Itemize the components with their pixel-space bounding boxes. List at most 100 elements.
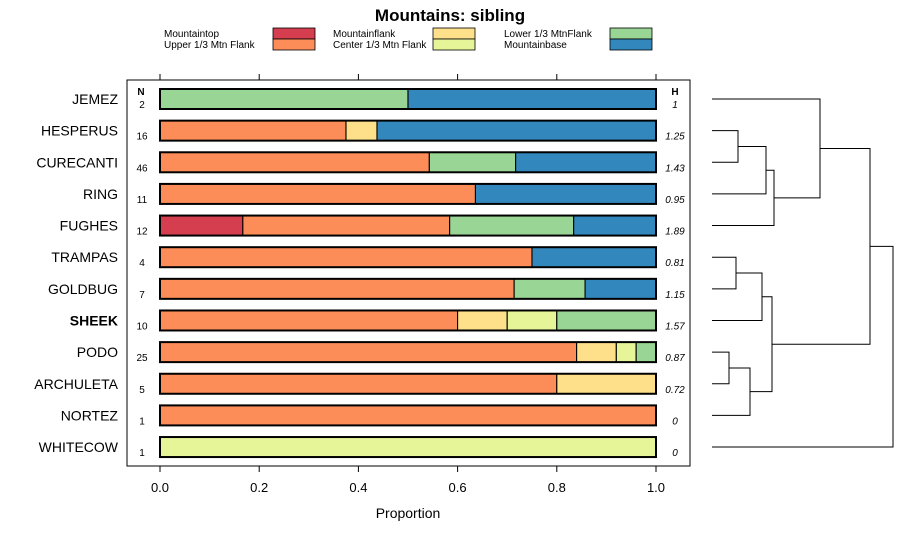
bar-segment-ring-upper-1-3-mtn-flank bbox=[159, 183, 477, 205]
row-label-nortez: NORTEZ bbox=[61, 407, 119, 423]
bar-segment-jemez-lower-1-3-mtnflank bbox=[159, 88, 409, 110]
bar-segment-podo-mountainflank bbox=[576, 341, 617, 363]
bar-segment-sheek-center-1-3-mtn-flank bbox=[506, 309, 558, 332]
bar-outline-goldbug bbox=[159, 277, 657, 300]
bar-segment-podo-upper-1-3-mtn-flank bbox=[159, 341, 578, 363]
h-value-sheek: 1.57 bbox=[665, 321, 685, 332]
n-value-sheek: 10 bbox=[136, 321, 148, 332]
legend-label-mountainbase: Mountainbase bbox=[504, 40, 567, 51]
bar-row-archuleta: ARCHULETA 5 0.72 bbox=[34, 372, 685, 396]
dendrogram-branch bbox=[712, 169, 775, 227]
row-label-fughes: FUGHES bbox=[60, 218, 118, 234]
x-tick-label: 0.0 bbox=[151, 480, 169, 495]
n-value-goldbug: 7 bbox=[139, 290, 145, 301]
bar-row-podo: PODO 25 0.87 bbox=[77, 341, 685, 364]
dendrogram-branch bbox=[712, 367, 751, 416]
bar-segment-fughes-upper-1-3-mtn-flank bbox=[242, 215, 451, 237]
bar-row-sheek: SHEEK 10 1.57 bbox=[70, 309, 685, 332]
x-tick-label: 0.8 bbox=[548, 480, 566, 495]
chart-title: Mountains: sibling bbox=[375, 6, 525, 25]
bar-segment-fughes-mountaintop bbox=[159, 215, 244, 237]
n-value-trampas: 4 bbox=[139, 258, 145, 269]
bar-outline-trampas bbox=[159, 246, 657, 269]
bar-segment-whitecow-center-1-3-mtn-flank bbox=[159, 436, 657, 458]
row-label-ring: RING bbox=[83, 186, 118, 202]
h-value-trampas: 0.81 bbox=[665, 258, 684, 269]
n-value-nortez: 1 bbox=[139, 416, 145, 427]
h-value-jemez: 1 bbox=[672, 100, 678, 111]
bar-outline-ring bbox=[159, 182, 657, 205]
bar-row-goldbug: GOLDBUG 7 1.15 bbox=[48, 277, 685, 301]
bar-segment-ring-mountainbase bbox=[474, 183, 657, 205]
row-label-goldbug: GOLDBUG bbox=[48, 281, 118, 297]
bar-row-ring: RING 11 0.95 bbox=[83, 182, 685, 206]
h-value-hesperus: 1.25 bbox=[665, 132, 685, 143]
dendrogram-branch bbox=[712, 272, 763, 321]
dendrogram-branch bbox=[712, 130, 739, 163]
n-value-fughes: 12 bbox=[136, 227, 148, 238]
row-label-podo: PODO bbox=[77, 344, 118, 360]
bar-segment-goldbug-upper-1-3-mtn-flank bbox=[159, 278, 515, 300]
n-value-jemez: 2 bbox=[139, 100, 145, 111]
bar-row-fughes: FUGHES 12 1.89 bbox=[60, 214, 685, 238]
bar-segment-archuleta-mountainflank bbox=[556, 373, 657, 395]
h-value-whitecow: 0 bbox=[672, 448, 678, 459]
bar-outline-fughes bbox=[159, 214, 657, 237]
bar-segment-nortez-upper-1-3-mtn-flank bbox=[159, 404, 657, 426]
bar-row-nortez: NORTEZ 1 0 bbox=[61, 404, 678, 427]
bar-outline-whitecow bbox=[159, 436, 657, 459]
bar-segment-sheek-upper-1-3-mtn-flank bbox=[159, 309, 459, 332]
legend-swatch-mountainbase bbox=[609, 38, 653, 51]
row-label-whitecow: WHITECOW bbox=[39, 439, 119, 455]
bar-segment-hesperus-upper-1-3-mtn-flank bbox=[159, 120, 347, 142]
legend-swatch-center-1-3-mtn-flank bbox=[432, 38, 476, 51]
plot-frame bbox=[126, 79, 691, 467]
bar-segment-archuleta-upper-1-3-mtn-flank bbox=[159, 373, 558, 395]
bar-outline-nortez bbox=[159, 404, 657, 427]
n-value-curecanti: 46 bbox=[136, 163, 148, 174]
bar-segment-hesperus-mountainflank bbox=[345, 120, 378, 142]
legend-label-mountainflank: Mountainflank bbox=[333, 29, 396, 40]
bar-row-jemez: JEMEZ 2 1 bbox=[72, 88, 678, 111]
h-column-header: H bbox=[671, 87, 678, 98]
bar-outline-sheek bbox=[159, 309, 657, 332]
bar-segment-curecanti-mountainbase bbox=[515, 151, 657, 173]
bar-segment-trampas-upper-1-3-mtn-flank bbox=[159, 246, 533, 268]
legend-label-mountaintop: Mountaintop bbox=[164, 29, 219, 40]
bar-segment-hesperus-mountainbase bbox=[376, 120, 657, 142]
bar-segment-podo-lower-1-3-mtnflank bbox=[635, 341, 657, 363]
row-label-trampas: TRAMPAS bbox=[51, 249, 118, 265]
row-label-archuleta: ARCHULETA bbox=[34, 376, 118, 392]
bar-segment-curecanti-upper-1-3-mtn-flank bbox=[159, 151, 430, 173]
bar-segment-sheek-lower-1-3-mtnflank bbox=[556, 309, 657, 332]
bar-outline-jemez bbox=[159, 88, 657, 110]
bar-row-hesperus: HESPERUS 16 1.25 bbox=[41, 119, 685, 143]
dendrogram-branch bbox=[712, 351, 730, 385]
bar-outline-podo bbox=[159, 341, 657, 364]
dendrogram-branch bbox=[712, 256, 737, 290]
bar-outline-hesperus bbox=[159, 119, 657, 142]
h-value-goldbug: 1.15 bbox=[665, 290, 685, 301]
legend-label-center-1-3-mtn-flank: Center 1/3 Mtn Flank bbox=[333, 40, 427, 51]
x-tick-label: 0.6 bbox=[449, 480, 467, 495]
bar-segment-goldbug-mountainbase bbox=[584, 278, 657, 300]
h-value-nortez: 0 bbox=[672, 416, 678, 427]
bar-segment-trampas-mountainbase bbox=[531, 246, 657, 268]
legend-swatch-mountaintop bbox=[272, 27, 316, 40]
row-label-hesperus: HESPERUS bbox=[41, 123, 118, 139]
plot-area: N H JEMEZ 2 1 HESPERUS 16 1.25 CURECANTI 46 1.43 RI… bbox=[34, 74, 691, 495]
legend-label-lower-1-3-mtnflank: Lower 1/3 MtnFlank bbox=[504, 29, 593, 40]
h-value-fughes: 1.89 bbox=[665, 227, 685, 238]
bar-segment-fughes-lower-1-3-mtnflank bbox=[449, 215, 575, 237]
x-tick-label: 0.2 bbox=[250, 480, 268, 495]
n-value-ring: 11 bbox=[137, 195, 148, 206]
row-label-jemez: JEMEZ bbox=[72, 91, 118, 107]
n-value-archuleta: 5 bbox=[139, 385, 145, 396]
bar-outline-curecanti bbox=[159, 151, 657, 174]
h-value-curecanti: 1.43 bbox=[665, 163, 685, 174]
x-tick-label: 0.4 bbox=[349, 480, 367, 495]
bar-segment-jemez-mountainbase bbox=[407, 88, 657, 110]
row-label-curecanti: CURECANTI bbox=[36, 154, 118, 170]
n-value-podo: 25 bbox=[136, 353, 148, 364]
x-tick-label: 1.0 bbox=[647, 480, 665, 495]
